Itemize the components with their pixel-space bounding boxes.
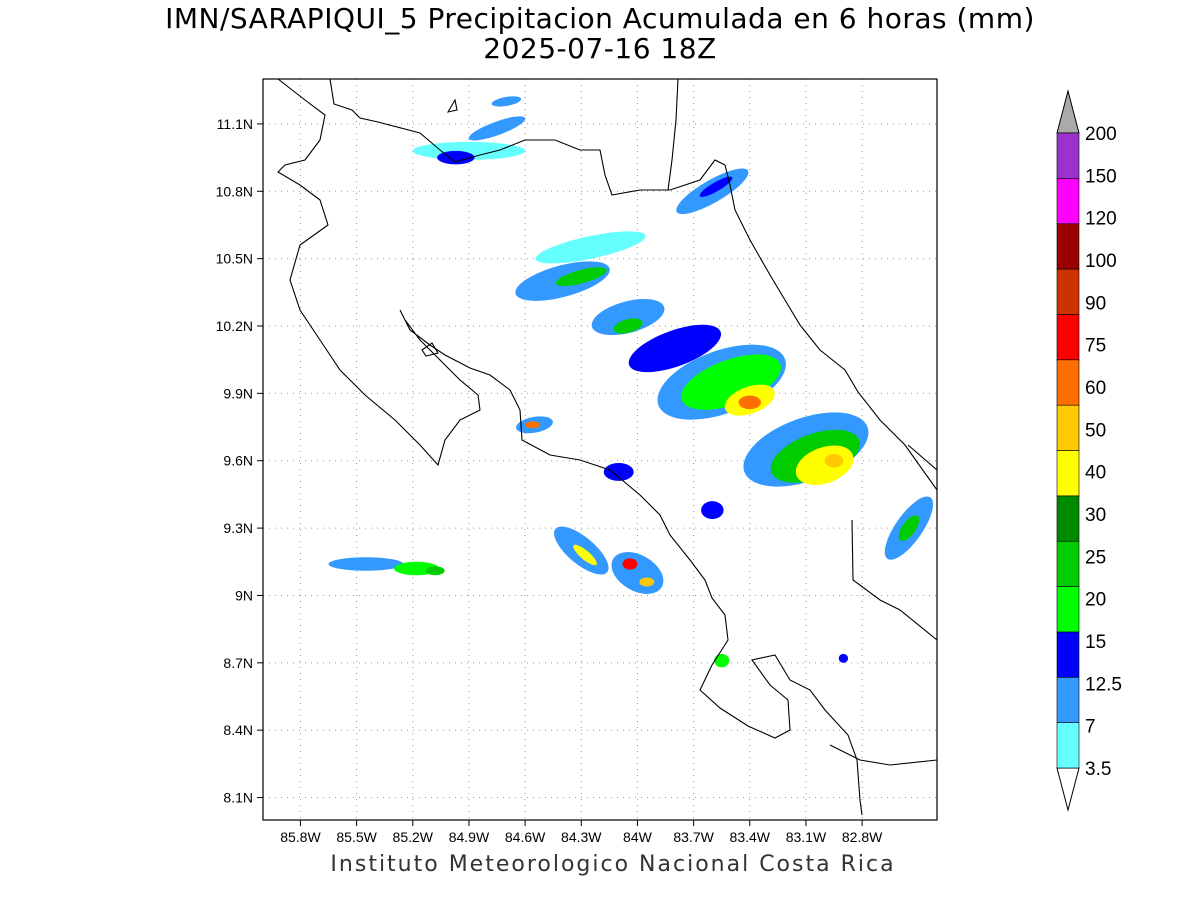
lat-tick-label: 11.1N	[217, 116, 253, 132]
lat-tick-label: 10.5N	[216, 251, 253, 267]
colorbar-label: 3.5	[1085, 759, 1111, 780]
colorbar-box-3	[1056, 586, 1080, 633]
map-title: IMN/SARAPIQUI_5 Precipitacion Acumulada …	[165, 2, 1035, 35]
lat-tick-label: 9.3N	[223, 520, 253, 536]
lat-tick-label: 9.6N	[223, 453, 253, 469]
lake-island	[446, 98, 458, 113]
colorbar-box-2	[1056, 631, 1080, 678]
coastline-pacific	[277, 79, 863, 816]
precip-cell-5	[699, 176, 733, 197]
lon-tick-label: 83.1W	[786, 829, 827, 845]
colorbar-box-0	[1056, 722, 1080, 769]
precip-cell-9	[591, 299, 665, 336]
precip-cell-24	[603, 462, 634, 481]
colorbar-label: 12.5	[1085, 674, 1122, 695]
precip-cell-2	[468, 116, 526, 141]
lat-tick-label: 8.7N	[223, 655, 253, 671]
lat-tick-label: 8.1N	[223, 790, 253, 806]
colorbar-box-12	[1056, 178, 1080, 225]
colorbar-box-6	[1056, 450, 1080, 497]
footer-credit: Instituto Meteorologico Nacional Costa R…	[330, 852, 896, 877]
latitude-labels: 11.1N 10.8N 10.5N 10.2N 9.9N 9.6N 9.3N 9N 8.7N 8.…	[216, 116, 263, 806]
precip-cell-15	[738, 395, 762, 410]
colorbar-label: 60	[1085, 378, 1106, 399]
lat-tick-label: 10.2N	[216, 318, 253, 334]
longitude-labels: 85.8W 85.5W 85.2W 84.9W 84.6W 84.3W 84W 83.7W 83…	[280, 820, 883, 845]
colorbar-under-triangle	[1056, 767, 1080, 812]
colorbar: 3.5 7 12.5 15 20 25 30 40 50 60 75 90 100 120 150 200	[1056, 89, 1122, 812]
lat-tick-label: 10.8N	[216, 183, 253, 199]
precip-cell-1	[437, 150, 475, 165]
colorbar-box-5	[1056, 495, 1080, 542]
coastline-panama-south	[829, 744, 937, 766]
colorbar-label: 90	[1085, 293, 1106, 314]
lon-tick-label: 83.7W	[673, 829, 714, 845]
colorbar-label: 20	[1085, 590, 1106, 611]
colorbar-label: 200	[1085, 124, 1117, 145]
colorbar-label: 50	[1085, 420, 1106, 441]
lon-tick-label: 84.3W	[561, 829, 602, 845]
precip-cell-23	[525, 421, 541, 429]
colorbar-box-10	[1056, 268, 1080, 315]
precip-cell-27	[573, 544, 597, 566]
precip-cell-19	[824, 453, 844, 468]
colorbar-label: 30	[1085, 505, 1106, 526]
precip-cell-34	[714, 653, 730, 668]
colorbar-label: 75	[1085, 336, 1106, 357]
coastline-caribbean	[329, 79, 937, 491]
precip-cell-25	[701, 501, 724, 520]
map-valid-time: 2025-07-16 18Z	[483, 32, 717, 65]
colorbar-label: 150	[1085, 166, 1117, 187]
precip-cell-28	[611, 552, 664, 594]
colorbar-box-8	[1056, 359, 1080, 406]
precip-cell-33	[425, 566, 445, 576]
precip-cell-21	[898, 515, 920, 541]
lon-tick-label: 82.8W	[842, 829, 883, 845]
lon-tick-label: 85.8W	[280, 829, 321, 845]
precip-cell-31	[328, 557, 404, 571]
border-panama	[907, 444, 937, 471]
colorbar-label: 25	[1085, 547, 1106, 568]
colorbar-label: 7	[1085, 717, 1096, 738]
precip-cell-11	[628, 324, 722, 373]
colorbar-label: 120	[1085, 209, 1117, 230]
colorbar-label: 15	[1085, 632, 1106, 653]
coastline	[277, 79, 937, 816]
precip-cell-29	[622, 558, 638, 570]
lon-tick-label: 84.6W	[505, 829, 546, 845]
colorbar-over-triangle	[1056, 89, 1080, 134]
precip-cell-6	[535, 231, 646, 264]
colorbar-box-7	[1056, 404, 1080, 451]
island	[421, 342, 439, 357]
lon-tick-label: 84W	[623, 829, 653, 845]
precip-cell-3	[491, 96, 522, 107]
lon-tick-label: 85.5W	[336, 829, 377, 845]
precip-cell-13	[681, 354, 781, 410]
colorbar-box-4	[1056, 540, 1080, 587]
lat-tick-label: 9N	[235, 587, 253, 603]
precip-cell-8	[555, 267, 607, 287]
coastline-nicaragua	[667, 79, 679, 191]
lon-tick-label: 85.2W	[393, 829, 434, 845]
map-grid	[263, 79, 937, 820]
colorbar-box-9	[1056, 314, 1080, 361]
lon-tick-label: 84.9W	[449, 829, 490, 845]
precip-cell-30	[639, 577, 655, 587]
plot-frame	[262, 78, 938, 821]
precip-cell-35	[838, 653, 849, 663]
colorbar-box-11	[1056, 223, 1080, 270]
lat-tick-label: 9.9N	[223, 385, 253, 401]
precipitation-field	[328, 96, 934, 668]
colorbar-box-1	[1056, 676, 1080, 723]
colorbar-label: 100	[1085, 251, 1117, 272]
border-costarica-panama	[851, 519, 937, 641]
precip-cell-10	[613, 318, 643, 334]
colorbar-label: 40	[1085, 463, 1106, 484]
lat-tick-label: 8.4N	[223, 722, 253, 738]
colorbar-box-13	[1056, 132, 1080, 179]
lon-tick-label: 83.4W	[730, 829, 771, 845]
